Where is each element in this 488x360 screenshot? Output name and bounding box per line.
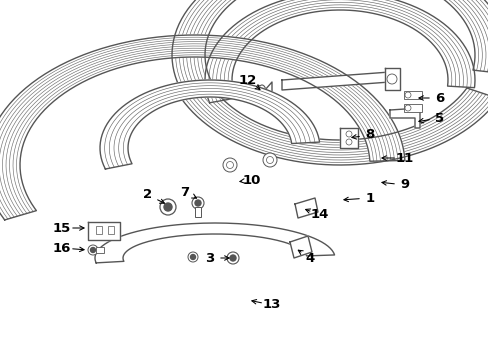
Polygon shape <box>88 222 120 240</box>
Polygon shape <box>339 128 357 148</box>
Text: 13: 13 <box>262 298 281 311</box>
Polygon shape <box>100 80 319 169</box>
Text: 1: 1 <box>365 192 374 204</box>
Circle shape <box>226 252 239 264</box>
Polygon shape <box>181 88 488 165</box>
Bar <box>403 91 421 99</box>
Circle shape <box>195 200 201 206</box>
Circle shape <box>160 199 176 215</box>
Text: 11: 11 <box>395 152 413 165</box>
Polygon shape <box>384 68 399 90</box>
Polygon shape <box>0 35 404 220</box>
Circle shape <box>263 153 276 167</box>
Circle shape <box>88 245 98 255</box>
Ellipse shape <box>258 85 265 99</box>
Polygon shape <box>204 0 474 103</box>
Text: 4: 4 <box>305 252 314 265</box>
Bar <box>403 104 421 112</box>
Circle shape <box>386 74 396 84</box>
Circle shape <box>404 105 410 111</box>
Bar <box>108 226 114 234</box>
Polygon shape <box>95 223 334 263</box>
Circle shape <box>187 252 198 262</box>
Text: 14: 14 <box>310 208 328 221</box>
Circle shape <box>404 92 410 98</box>
Text: 16: 16 <box>53 242 71 255</box>
Polygon shape <box>172 0 488 92</box>
Text: 9: 9 <box>400 179 409 192</box>
Text: 8: 8 <box>365 129 374 141</box>
Bar <box>96 247 104 253</box>
Circle shape <box>229 255 236 261</box>
Circle shape <box>226 162 233 168</box>
Polygon shape <box>389 108 419 128</box>
Circle shape <box>190 255 195 260</box>
Circle shape <box>223 158 237 172</box>
Circle shape <box>163 203 172 211</box>
Polygon shape <box>289 236 311 258</box>
Polygon shape <box>254 82 271 105</box>
Text: 6: 6 <box>434 91 444 104</box>
Text: 5: 5 <box>434 112 444 125</box>
Circle shape <box>266 157 273 163</box>
Bar <box>96 226 102 234</box>
Circle shape <box>346 131 351 137</box>
Circle shape <box>346 139 351 145</box>
Text: 7: 7 <box>180 185 189 198</box>
Bar <box>195 207 201 217</box>
Text: 2: 2 <box>143 189 152 202</box>
Polygon shape <box>294 198 317 218</box>
Text: 10: 10 <box>243 174 261 186</box>
Circle shape <box>90 248 95 252</box>
Text: 3: 3 <box>205 252 214 265</box>
Text: 15: 15 <box>53 221 71 234</box>
Circle shape <box>192 197 203 209</box>
Polygon shape <box>282 72 389 90</box>
Text: 12: 12 <box>238 73 257 86</box>
